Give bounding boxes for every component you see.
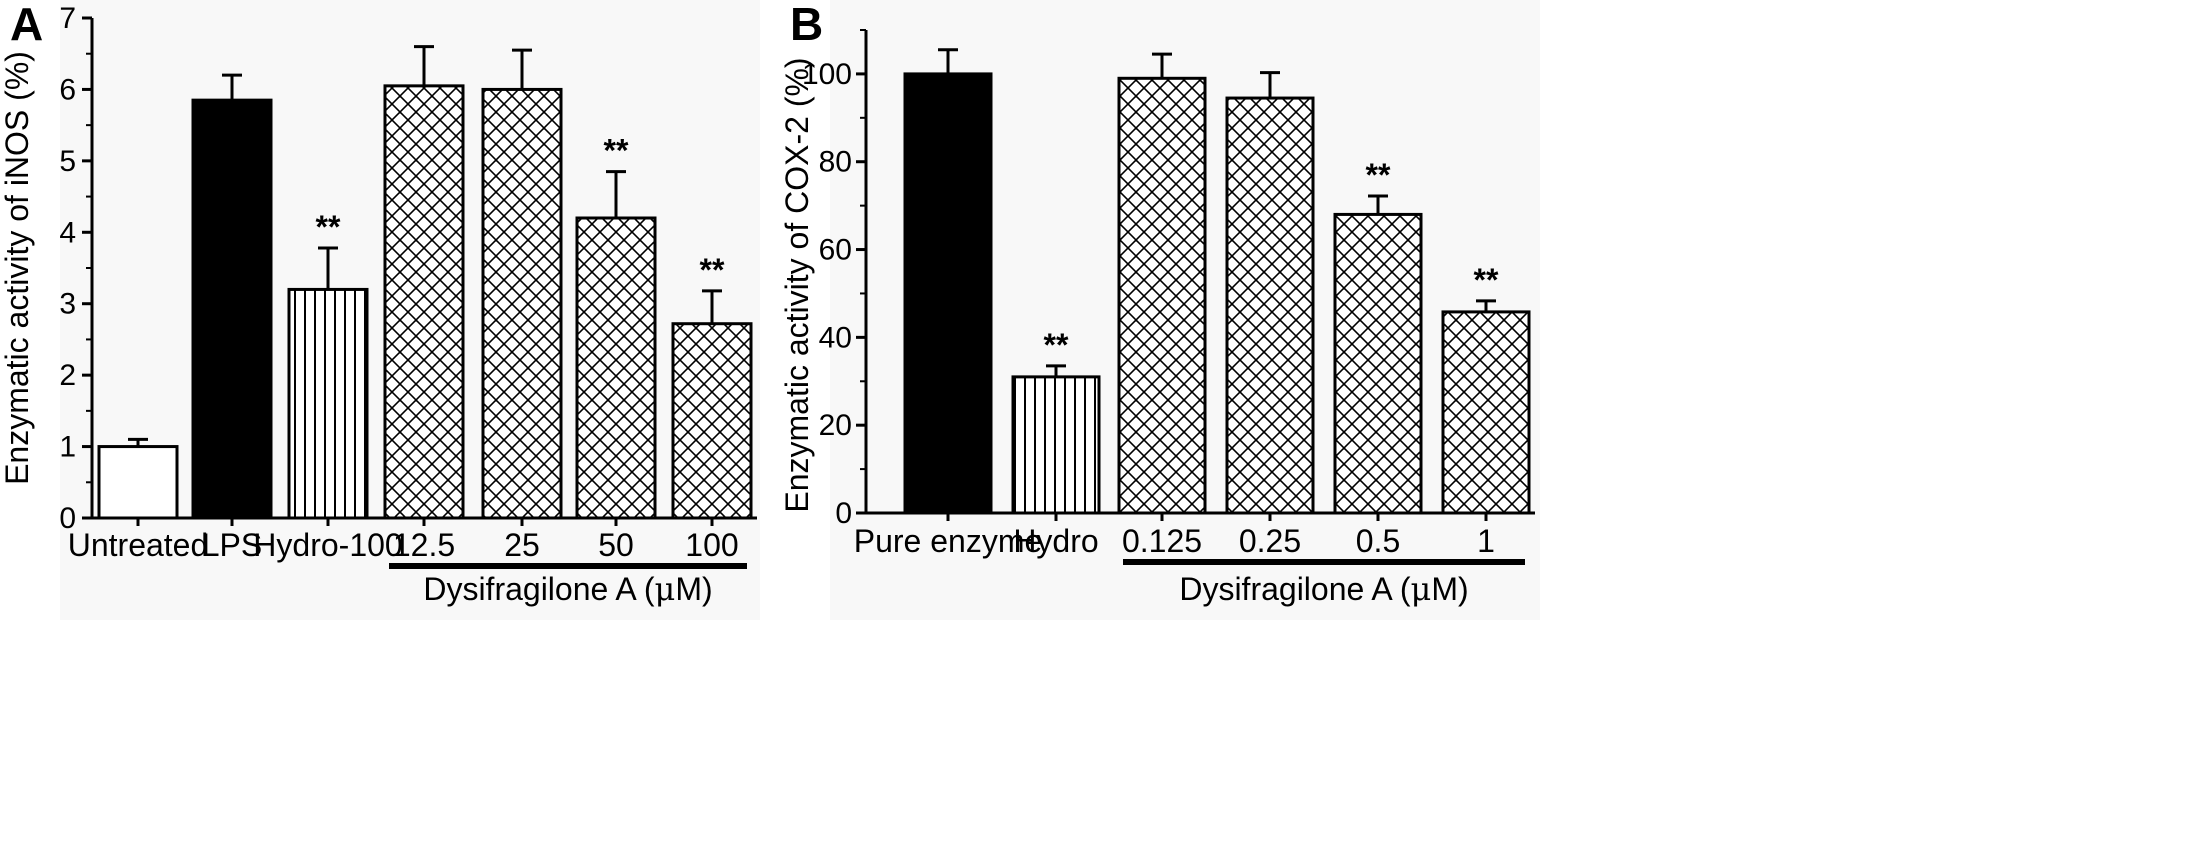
y-axis-title: Enzymatic activity of COX-2 (%) — [779, 57, 815, 512]
category-label: 100 — [685, 527, 738, 563]
y-tick-label: 4 — [59, 216, 76, 249]
significance-label: ** — [700, 252, 725, 288]
y-tick-label: 100 — [802, 58, 852, 91]
category-label: 50 — [598, 527, 634, 563]
bar — [903, 72, 993, 515]
y-tick-label: 5 — [59, 145, 76, 178]
category-label: Hydro — [1013, 523, 1098, 559]
category-label: 1 — [1477, 523, 1495, 559]
category-label: 12.5 — [393, 527, 455, 563]
bar — [671, 322, 753, 520]
y-tick-label: 6 — [59, 73, 76, 106]
group-label-mu: μ — [655, 570, 676, 608]
bar — [383, 84, 465, 520]
category-label: Untreated — [68, 527, 209, 563]
significance-label: ** — [1474, 262, 1499, 298]
category-label: 0.25 — [1239, 523, 1301, 559]
group-label: Dysifragilone A (μM) — [423, 570, 712, 608]
bar — [1225, 96, 1315, 515]
bar — [287, 287, 369, 520]
group-label-mu: μ — [1411, 570, 1432, 608]
bar — [1441, 310, 1531, 515]
group-label: Dysifragilone A (μM) — [1179, 570, 1468, 608]
category-label: LPS — [202, 527, 262, 563]
category-label: 0.125 — [1122, 523, 1202, 559]
bar — [97, 445, 179, 520]
category-label: Pure enzyme — [854, 523, 1043, 559]
y-tick-label: 60 — [819, 234, 852, 267]
y-tick-label: 0 — [835, 497, 852, 530]
y-tick-label: 1 — [59, 431, 76, 464]
panel-a-chart: A 0 1 2 3 4 5 6 7 Enzymatic activity of iNOS (%) U… — [0, 0, 760, 620]
bar — [1333, 212, 1423, 515]
y-tick-label: 2 — [59, 359, 76, 392]
bar — [575, 216, 657, 520]
group-label-prefix: Dysifragilone A ( — [1179, 571, 1411, 607]
y-tick-label: 0 — [59, 502, 76, 535]
y-tick-label: 20 — [819, 409, 852, 442]
bar — [1117, 76, 1207, 515]
category-label: 0.5 — [1356, 523, 1400, 559]
significance-label: ** — [1044, 327, 1069, 363]
y-tick-label: 7 — [59, 2, 76, 35]
y-tick-label: 3 — [59, 288, 76, 321]
bar — [1011, 375, 1101, 515]
category-label: 25 — [504, 527, 540, 563]
y-axis-title: Enzymatic activity of iNOS (%) — [0, 51, 35, 485]
y-tick-label: 40 — [819, 321, 852, 354]
y-tick-label: 80 — [819, 146, 852, 179]
group-label-prefix: Dysifragilone A ( — [423, 571, 655, 607]
significance-label: ** — [316, 209, 341, 245]
panel-letter: A — [10, 0, 43, 50]
significance-label: ** — [604, 133, 629, 169]
significance-label: ** — [1366, 157, 1391, 193]
bar — [191, 98, 273, 520]
bar — [481, 87, 563, 520]
category-label: Hydro-100 — [253, 527, 402, 563]
panel-letter: B — [790, 0, 823, 50]
group-label-suffix: M) — [1431, 571, 1468, 607]
group-label-suffix: M) — [675, 571, 712, 607]
